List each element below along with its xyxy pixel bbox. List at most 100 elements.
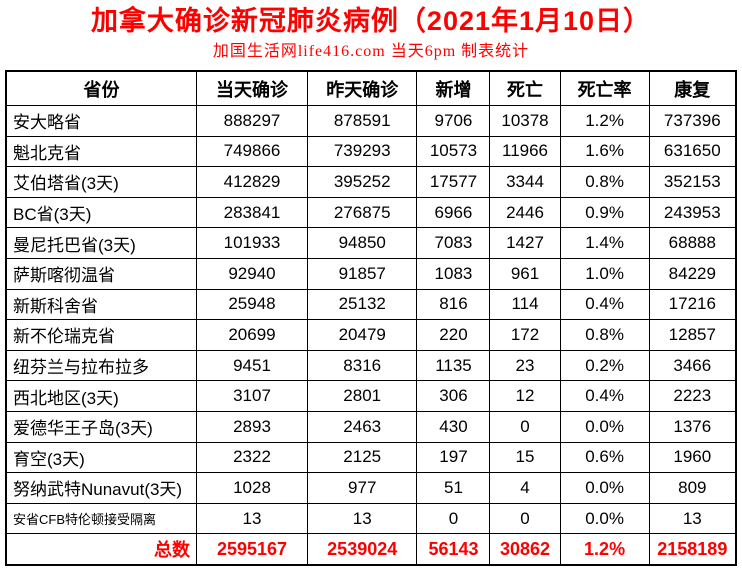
- table-row: 艾伯塔省(3天) 412829 395252 17577 3344 0.8% 3…: [5, 166, 737, 198]
- table-row: 曼尼托巴省(3天) 101933 94850 7083 1427 1.4% 68…: [5, 227, 737, 259]
- table-row: 魁北克省 749866 739293 10573 11966 1.6% 6316…: [5, 135, 737, 168]
- page-title: 加拿大确诊新冠肺炎病例（2021年1月10日）: [90, 6, 652, 36]
- cell-death-rate: 0.0%: [559, 472, 650, 504]
- cell-new-cases: 17577: [416, 166, 491, 198]
- cell-yesterday: 395252: [306, 166, 418, 198]
- cell-yesterday: 2125: [306, 441, 418, 474]
- cell-death-rate: 0.2%: [559, 349, 650, 382]
- cell-province: 纽芬兰与拉布拉多: [5, 349, 198, 382]
- table-row: 纽芬兰与拉布拉多 9451 8316 1135 23 0.2% 3466: [5, 349, 737, 382]
- cell-deaths: 23: [489, 349, 561, 382]
- cell-new-cases: 816: [416, 288, 491, 321]
- cell-recovered: 12857: [648, 319, 737, 351]
- cell-deaths: 4: [489, 472, 561, 504]
- cell-yesterday: 91857: [306, 257, 418, 290]
- cell-deaths: 3344: [489, 166, 561, 198]
- cell-today: 749866: [196, 135, 308, 168]
- cell-deaths: 11966: [489, 135, 561, 168]
- cell-deaths: 15: [489, 441, 561, 474]
- cell-new-cases: 197: [416, 441, 491, 474]
- column-header-new-cases: 新增: [416, 70, 491, 106]
- cell-yesterday: 878591: [306, 105, 418, 137]
- cell-recovered: 352153: [648, 166, 737, 198]
- cell-death-rate: 0.8%: [559, 166, 650, 198]
- cell-death-rate: 0.8%: [559, 319, 650, 351]
- cell-recovered: 737396: [648, 105, 737, 137]
- cell-today: 412829: [196, 166, 308, 198]
- cell-province: 魁北克省: [5, 135, 198, 168]
- cell-death-rate: 1.2%: [559, 105, 650, 137]
- cell-today: 283841: [196, 196, 308, 229]
- cell-yesterday: 94850: [306, 227, 418, 259]
- cell-death-rate: 1.6%: [559, 135, 650, 168]
- cell-today: 101933: [196, 227, 308, 259]
- cell-today: 3107: [196, 380, 308, 412]
- cell-new-cases: 1135: [416, 349, 491, 382]
- column-header-province: 省份: [5, 70, 198, 106]
- cell-death-rate: 0.6%: [559, 441, 650, 474]
- cell-recovered: 1960: [648, 441, 737, 474]
- cell-today: 13: [196, 502, 308, 535]
- cell-yesterday: 25132: [306, 288, 418, 321]
- totals-deaths: 30862: [489, 533, 561, 566]
- covid-stats-table: 省份 当天确诊 昨天确诊 新增 死亡 死亡率 康复 安大略省 888297 87…: [5, 70, 737, 566]
- cell-today: 2322: [196, 441, 308, 474]
- totals-new-cases: 56143: [416, 533, 491, 566]
- cell-deaths: 10378: [489, 105, 561, 137]
- cell-province: 努纳武特Nunavut(3天): [5, 472, 198, 504]
- table-row: 安省CFB特伦顿接受隔离 13 13 0 0 0.0% 13: [5, 502, 737, 535]
- cell-deaths: 0: [489, 502, 561, 535]
- totals-row: 总数 2595167 2539024 56143 30862 1.2% 2158…: [5, 533, 737, 566]
- cell-new-cases: 6966: [416, 196, 491, 229]
- cell-today: 1028: [196, 472, 308, 504]
- cell-deaths: 0: [489, 410, 561, 443]
- cell-province: 爱德华王子岛(3天): [5, 410, 198, 443]
- table-row: BC省(3天) 283841 276875 6966 2446 0.9% 243…: [5, 196, 737, 229]
- cell-recovered: 2223: [648, 380, 737, 412]
- cell-death-rate: 0.4%: [559, 288, 650, 321]
- cell-recovered: 809: [648, 472, 737, 504]
- cell-recovered: 13: [648, 502, 737, 535]
- cell-deaths: 12: [489, 380, 561, 412]
- cell-recovered: 1376: [648, 410, 737, 443]
- table-row: 萨斯喀彻温省 92940 91857 1083 961 1.0% 84229: [5, 257, 737, 290]
- cell-province: 萨斯喀彻温省: [5, 257, 198, 290]
- cell-recovered: 3466: [648, 349, 737, 382]
- cell-recovered: 631650: [648, 135, 737, 168]
- cell-new-cases: 10573: [416, 135, 491, 168]
- table-row: 育空(3天) 2322 2125 197 15 0.6% 1960: [5, 441, 737, 474]
- cell-yesterday: 2463: [306, 410, 418, 443]
- cell-new-cases: 9706: [416, 105, 491, 137]
- cell-new-cases: 51: [416, 472, 491, 504]
- cell-province: 曼尼托巴省(3天): [5, 227, 198, 259]
- cell-yesterday: 8316: [306, 349, 418, 382]
- column-header-today: 当天确诊: [196, 70, 308, 106]
- cell-deaths: 172: [489, 319, 561, 351]
- table-row: 西北地区(3天) 3107 2801 306 12 0.4% 2223: [5, 380, 737, 412]
- cell-recovered: 84229: [648, 257, 737, 290]
- cell-yesterday: 2801: [306, 380, 418, 412]
- cell-new-cases: 1083: [416, 257, 491, 290]
- totals-death-rate: 1.2%: [559, 533, 650, 566]
- column-header-deaths: 死亡: [489, 70, 561, 106]
- cell-death-rate: 0.0%: [559, 502, 650, 535]
- cell-death-rate: 0.4%: [559, 380, 650, 412]
- table-row: 新斯科舍省 25948 25132 816 114 0.4% 17216: [5, 288, 737, 321]
- cell-province: 西北地区(3天): [5, 380, 198, 412]
- cell-yesterday: 20479: [306, 319, 418, 351]
- cell-today: 25948: [196, 288, 308, 321]
- cell-death-rate: 0.9%: [559, 196, 650, 229]
- cell-yesterday: 13: [306, 502, 418, 535]
- column-header-yesterday: 昨天确诊: [306, 70, 418, 106]
- cell-province: 新斯科舍省: [5, 288, 198, 321]
- column-header-death-rate: 死亡率: [559, 70, 650, 106]
- cell-new-cases: 0: [416, 502, 491, 535]
- cell-province: 艾伯塔省(3天): [5, 166, 198, 198]
- totals-recovered: 2158189: [648, 533, 737, 566]
- cell-new-cases: 430: [416, 410, 491, 443]
- cell-province: 新不伦瑞克省: [5, 319, 198, 351]
- cell-province: 安省CFB特伦顿接受隔离: [5, 502, 198, 535]
- totals-yesterday: 2539024: [306, 533, 418, 566]
- cell-deaths: 114: [489, 288, 561, 321]
